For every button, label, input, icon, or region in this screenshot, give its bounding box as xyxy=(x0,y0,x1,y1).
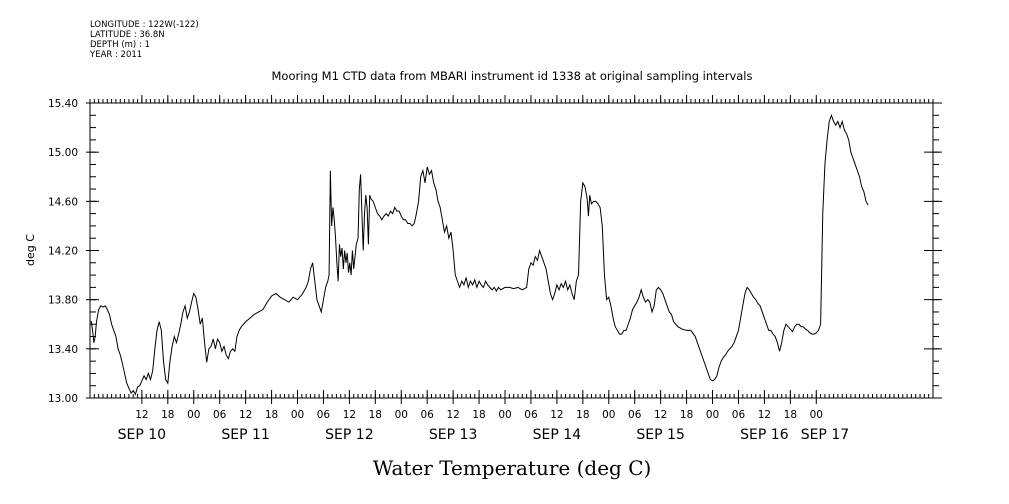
x-tick-label: 06 xyxy=(213,409,227,421)
x-tick-label: 00 xyxy=(810,409,823,421)
x-day-label: SEP 17 xyxy=(801,427,849,443)
x-tick-label: 12 xyxy=(343,409,356,421)
x-axis: 12 18 00 06 12 18 00 06 12 18 00 06 12 18 00 06 12 18 00 06… xyxy=(89,95,934,443)
x-tick-label: 18 xyxy=(784,409,797,421)
x-tick-label: 18 xyxy=(161,409,174,421)
x-tick-label: 18 xyxy=(680,409,693,421)
metadata-block: LONGITUDE : 122W(-122) LATITUDE : 36.8N … xyxy=(90,20,199,60)
x-tick-label: 12 xyxy=(550,409,563,421)
x-tick-label: 12 xyxy=(135,409,148,421)
y-tick-label: 14.20 xyxy=(48,246,78,258)
x-day-label: SEP 11 xyxy=(221,427,269,443)
x-tick-label: 00 xyxy=(706,409,719,421)
temperature-series-line xyxy=(90,113,869,396)
x-tick-label: 00 xyxy=(291,409,304,421)
x-tick-label: 06 xyxy=(524,409,538,421)
y-tick-label: 13.00 xyxy=(48,393,78,405)
x-tick-label: 12 xyxy=(654,409,667,421)
x-day-label: SEP 15 xyxy=(636,427,684,443)
y-tick-label: 13.80 xyxy=(48,295,78,307)
x-axis-label: Water Temperature (deg C) xyxy=(373,456,652,480)
x-tick-label: 06 xyxy=(732,409,746,421)
x-tick-label: 00 xyxy=(498,409,511,421)
x-tick-label: 06 xyxy=(421,409,435,421)
x-tick-label: 18 xyxy=(369,409,382,421)
x-tick-label: 18 xyxy=(472,409,485,421)
x-tick-label: 00 xyxy=(602,409,615,421)
y-axis: 13.00 13.40 13.80 14.20 14.60 15.00 15.40 xyxy=(48,98,942,405)
x-tick-label: 12 xyxy=(758,409,771,421)
x-day-label: SEP 10 xyxy=(118,427,166,443)
latitude-label: LATITUDE : 36.8N xyxy=(90,30,165,40)
chart-title: Mooring M1 CTD data from MBARI instrumen… xyxy=(272,69,753,83)
depth-label: DEPTH (m) : 1 xyxy=(90,40,150,50)
x-tick-label: 12 xyxy=(239,409,252,421)
y-tick-label: 14.60 xyxy=(48,196,78,208)
x-tick-label: 06 xyxy=(317,409,331,421)
x-day-label: SEP 13 xyxy=(429,427,477,443)
x-day-label: SEP 16 xyxy=(740,427,789,443)
x-tick-label: 06 xyxy=(628,409,642,421)
y-tick-label: 15.00 xyxy=(48,147,78,159)
x-tick-label: 00 xyxy=(187,409,200,421)
x-tick-label: 00 xyxy=(395,409,408,421)
y-tick-label: 15.40 xyxy=(48,98,78,110)
y-tick-label: 13.40 xyxy=(48,344,78,356)
year-label: YEAR : 2011 xyxy=(90,50,143,60)
x-tick-label: 18 xyxy=(576,409,589,421)
longitude-label: LONGITUDE : 122W(-122) xyxy=(90,20,199,30)
plot-frame xyxy=(89,102,934,399)
x-tick-label: 18 xyxy=(265,409,278,421)
x-day-label: SEP 14 xyxy=(533,427,582,443)
y-axis-label: deg C xyxy=(24,234,37,266)
plot-border xyxy=(89,102,934,399)
x-day-label: SEP 12 xyxy=(325,427,373,443)
x-tick-label: 12 xyxy=(446,409,459,421)
